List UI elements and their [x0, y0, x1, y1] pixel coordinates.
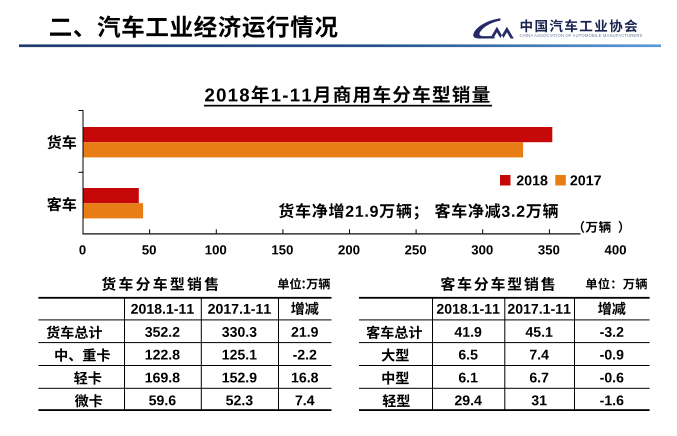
svg-text:CHINA ASSOCIATION OF AUTOMOBIL: CHINA ASSOCIATION OF AUTOMOBILE MANUFACT…: [520, 33, 643, 38]
